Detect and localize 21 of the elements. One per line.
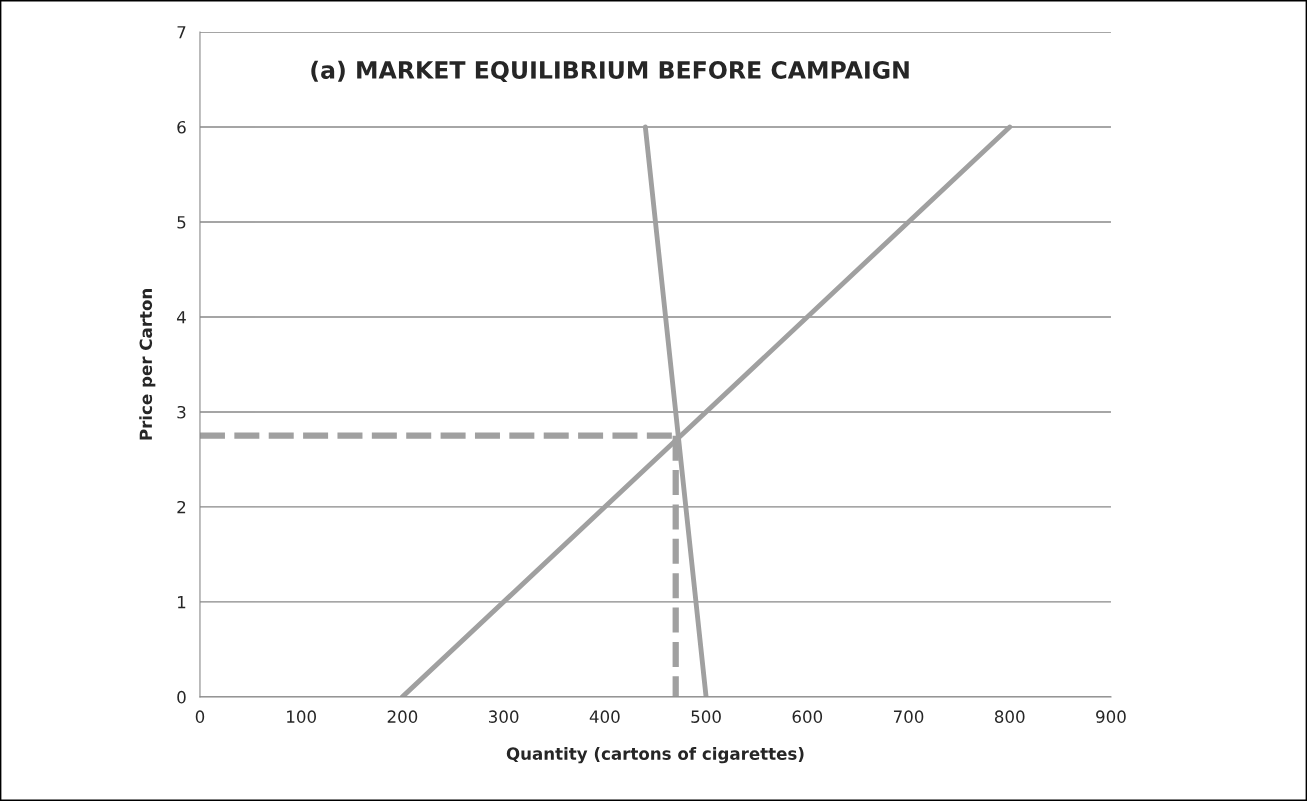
x-tick-label: 0 (195, 710, 205, 723)
y-tick-label: 2 (177, 500, 186, 514)
x-axis-title: Quantity (cartons of cigarettes) (506, 747, 804, 764)
x-tick-label: 700 (893, 710, 924, 723)
x-tick-label: 900 (1096, 710, 1126, 723)
y-tick-label: 7 (177, 26, 186, 39)
x-tick-label: 800 (994, 710, 1025, 723)
y-tick-label: 5 (177, 216, 186, 229)
text: (a) MARKET EQUILIBRIUM BEFORE CAMPAIGN (311, 60, 909, 83)
x-tick-label: 600 (792, 710, 823, 723)
y-tick-label: 4 (176, 311, 186, 324)
y-tick-label: 1 (178, 596, 186, 609)
y-tick-label: 0 (177, 690, 186, 704)
x-tick-label: 100 (287, 710, 316, 723)
x-tick-label: 400 (589, 710, 620, 723)
x-tick-label: 300 (489, 710, 519, 723)
y-axis-title: Price per Carton (139, 289, 156, 440)
x-tick-label: 200 (387, 710, 418, 723)
y-tick-label: 3 (177, 405, 186, 419)
y-tick-label: 6 (177, 120, 186, 134)
x-tick-label: 500 (691, 710, 721, 723)
